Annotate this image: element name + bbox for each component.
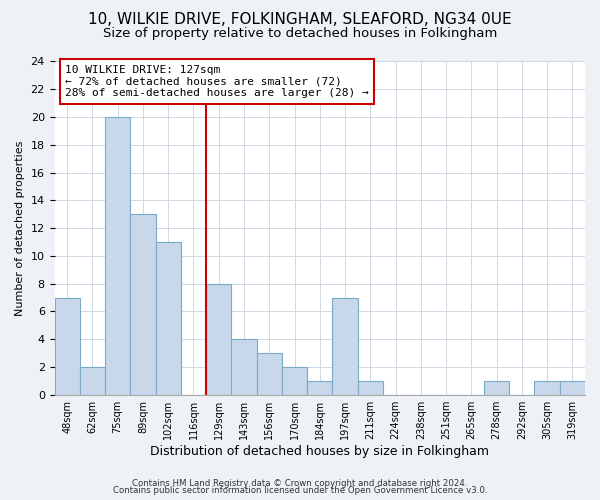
Y-axis label: Number of detached properties: Number of detached properties <box>15 140 25 316</box>
Bar <box>206 284 232 395</box>
Bar <box>105 117 130 394</box>
Bar <box>535 381 560 394</box>
Text: Size of property relative to detached houses in Folkingham: Size of property relative to detached ho… <box>103 28 497 40</box>
Text: 10, WILKIE DRIVE, FOLKINGHAM, SLEAFORD, NG34 0UE: 10, WILKIE DRIVE, FOLKINGHAM, SLEAFORD, … <box>88 12 512 28</box>
Bar <box>560 381 585 394</box>
Text: Contains HM Land Registry data © Crown copyright and database right 2024.: Contains HM Land Registry data © Crown c… <box>132 478 468 488</box>
Bar <box>282 367 307 394</box>
Bar <box>257 353 282 395</box>
Text: Contains public sector information licensed under the Open Government Licence v3: Contains public sector information licen… <box>113 486 487 495</box>
Bar <box>307 381 332 394</box>
Bar <box>155 242 181 394</box>
Bar <box>130 214 155 394</box>
Bar <box>358 381 383 394</box>
Bar <box>332 298 358 394</box>
X-axis label: Distribution of detached houses by size in Folkingham: Distribution of detached houses by size … <box>150 444 489 458</box>
Bar <box>484 381 509 394</box>
Text: 10 WILKIE DRIVE: 127sqm
← 72% of detached houses are smaller (72)
28% of semi-de: 10 WILKIE DRIVE: 127sqm ← 72% of detache… <box>65 65 369 98</box>
Bar <box>80 367 105 394</box>
Bar <box>55 298 80 394</box>
Bar <box>232 339 257 394</box>
